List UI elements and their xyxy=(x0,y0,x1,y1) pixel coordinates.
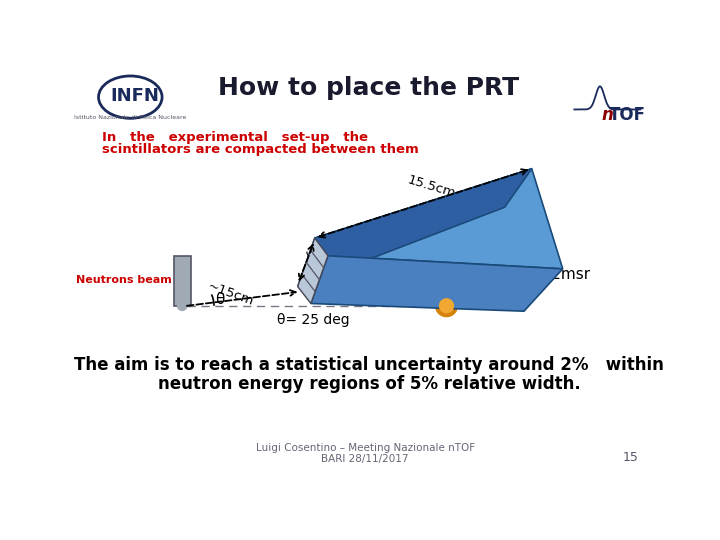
Text: θ: θ xyxy=(215,292,224,307)
Polygon shape xyxy=(311,256,563,311)
Text: ~15cm: ~15cm xyxy=(206,279,256,308)
Text: scintillators are compacted between them: scintillators are compacted between them xyxy=(102,143,418,156)
Text: How to place the PRT: How to place the PRT xyxy=(218,76,520,100)
Text: = 62msr: = 62msr xyxy=(518,267,590,282)
Polygon shape xyxy=(297,168,532,287)
Text: TOF: TOF xyxy=(608,106,645,124)
Text: 15.5cm: 15.5cm xyxy=(405,173,456,200)
Text: neutron energy regions of 5% relative width.: neutron energy regions of 5% relative wi… xyxy=(158,375,580,393)
Text: In   the   experimental   set-up   the: In the experimental set-up the xyxy=(102,131,368,145)
Bar xyxy=(174,256,191,306)
Circle shape xyxy=(178,301,187,310)
Circle shape xyxy=(439,299,454,313)
Circle shape xyxy=(436,295,457,316)
Text: Luigi Cosentino – Meeting Nazionale nTOF
BARI 28/11/2017: Luigi Cosentino – Meeting Nazionale nTOF… xyxy=(256,443,474,464)
Text: Neutrons beam: Neutrons beam xyxy=(76,275,171,286)
Text: n: n xyxy=(601,106,613,124)
Text: INFN: INFN xyxy=(110,86,159,105)
Text: 3cm: 3cm xyxy=(301,248,323,279)
Text: The aim is to reach a statistical uncertainty around 2%   within: The aim is to reach a statistical uncert… xyxy=(74,356,664,374)
Polygon shape xyxy=(297,238,328,303)
Polygon shape xyxy=(315,168,563,269)
Text: PRT: PRT xyxy=(508,274,526,284)
Text: 15: 15 xyxy=(623,451,639,464)
Text: Istituto Nazionale di Fisica Nucleare: Istituto Nazionale di Fisica Nucleare xyxy=(74,114,186,120)
Text: Ω: Ω xyxy=(500,267,513,282)
Text: θ= 25 deg: θ= 25 deg xyxy=(277,313,349,327)
